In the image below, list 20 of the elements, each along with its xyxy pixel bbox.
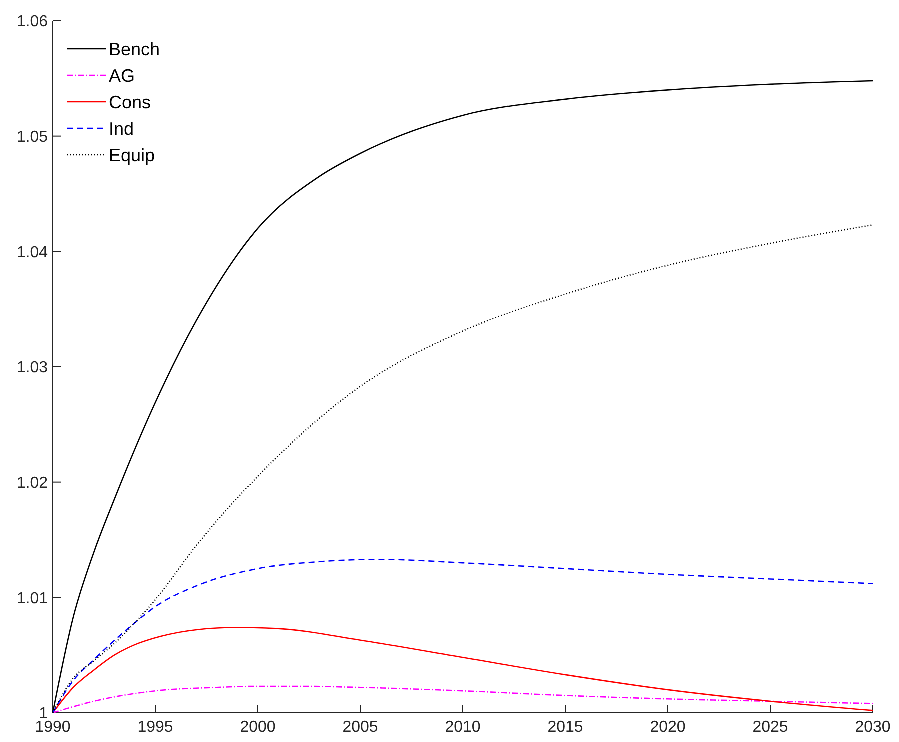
y-tick-label: 1.06 bbox=[16, 14, 48, 31]
x-tick-label: 2015 bbox=[548, 719, 584, 736]
y-tick-label: 1.03 bbox=[16, 360, 48, 377]
x-tick-label: 2030 bbox=[855, 719, 891, 736]
x-tick-label: 2010 bbox=[445, 719, 481, 736]
legend-label: Ind bbox=[109, 118, 134, 139]
x-tick-label: 1995 bbox=[138, 719, 174, 736]
y-tick-label: 1.05 bbox=[16, 128, 48, 146]
x-tick-label: 2000 bbox=[240, 719, 276, 736]
legend-label: Bench bbox=[109, 39, 160, 60]
x-tick-label: 2025 bbox=[752, 719, 788, 736]
y-tick-label: 1.04 bbox=[16, 244, 48, 262]
y-tick-label: 1.01 bbox=[16, 590, 48, 608]
x-tick-label: 2020 bbox=[650, 719, 686, 736]
x-tick-label: 1990 bbox=[35, 719, 71, 736]
legend-label: AG bbox=[109, 66, 136, 86]
x-tick-label: 2005 bbox=[342, 719, 378, 736]
legend-label: Equip bbox=[109, 145, 156, 166]
legend-label: Cons bbox=[109, 92, 152, 112]
y-tick-label: 1.02 bbox=[16, 474, 48, 492]
